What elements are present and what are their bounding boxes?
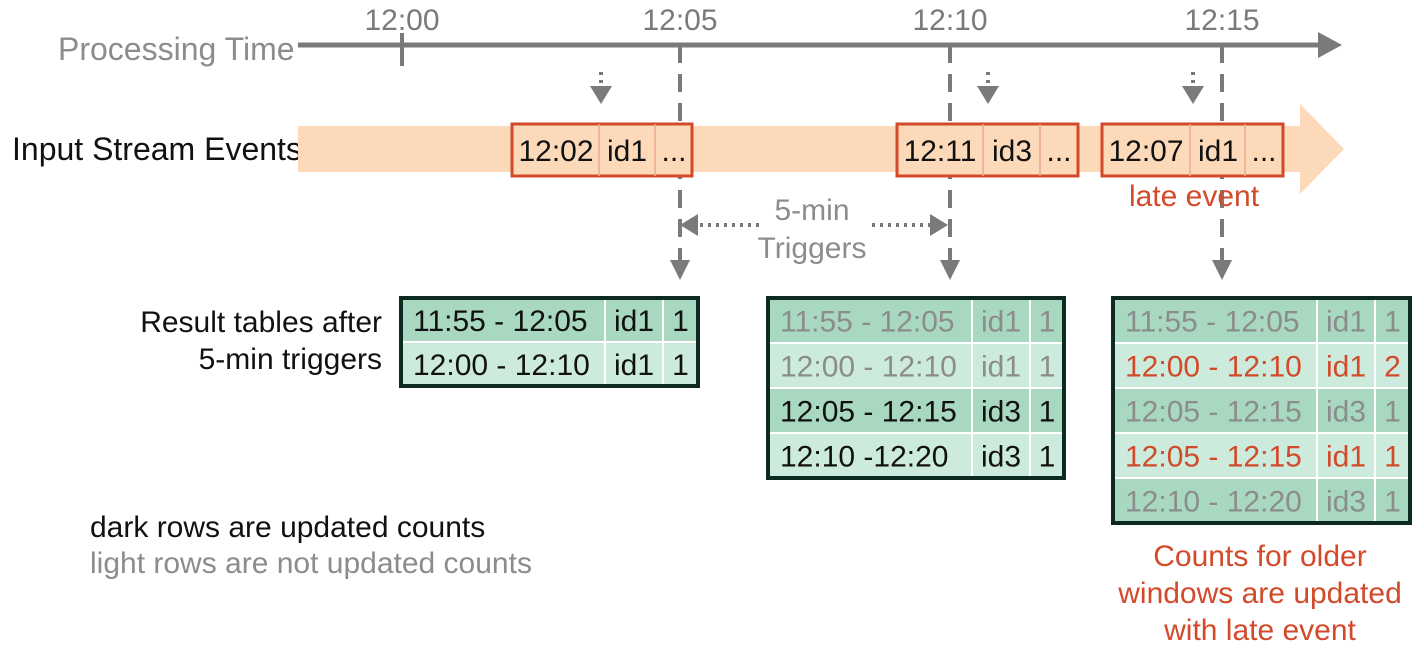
event-3-id: id1 [1198,135,1238,168]
tick-label-1205: 12:05 [642,4,717,37]
result-tables-label-line2: 5-min triggers [199,343,382,376]
tick-label-1200: 12:00 [364,4,439,37]
cell-window: 12:05 - 12:15 [1125,441,1302,474]
event-1-time: 12:02 [518,135,593,168]
late-event-label: late event [1129,180,1260,213]
event-3-more: ... [1251,135,1276,168]
event-2-time: 12:11 [904,135,977,168]
cell-id: id3 [1326,396,1366,429]
table-row: 12:10 - 12:20 id3 1 [1113,477,1410,523]
legend-light-rows: light rows are not updated counts [90,547,532,580]
cell-id: id3 [981,441,1021,474]
cell-count: 1 [1384,396,1401,429]
cell-id: id3 [1326,486,1366,519]
cell-count: 1 [1039,396,1056,429]
cell-count: 1 [1039,351,1056,384]
event-box-2: 12:11 id3 ... [895,122,1080,178]
cell-id: id1 [1326,441,1366,474]
event-2-more: ... [1046,135,1071,168]
cell-window: 12:00 - 12:10 [413,349,590,382]
table-row: 11:55 - 12:05 id1 1 [768,298,1064,343]
note-line2: windows are updated [1117,577,1402,610]
cell-window: 11:55 - 12:05 [413,305,588,338]
tick-label-1210: 12:10 [912,4,987,37]
cell-id: id1 [614,305,654,338]
cell-count: 2 [1384,351,1401,384]
result-tables: 11:55 - 12:05 id1 112:00 - 12:10 id1 111:55 … [399,296,1412,525]
table-row: 12:05 - 12:15 id1 1 [1113,432,1410,478]
table-row: 11:55 - 12:05 id1 1 [1113,298,1410,343]
arrival-arrowhead-3 [1182,86,1204,104]
arrival-arrows [590,72,1204,104]
cell-window: 12:05 - 12:15 [1125,396,1302,429]
arrival-arrowhead-1 [590,86,612,104]
trigger-span: 5-min Triggers [680,194,948,265]
cell-id: id1 [981,306,1021,339]
cell-id: id1 [614,349,654,382]
input-stream-label: Input Stream Events [12,131,302,167]
note-line3: with late event [1163,614,1356,647]
cell-count: 1 [1384,441,1401,474]
trigger-arrowhead-1210 [940,260,960,280]
cell-window: 12:05 - 12:15 [780,396,957,429]
cell-window: 11:55 - 12:05 [1125,306,1300,339]
trigger-span-left-arrowhead [680,214,698,236]
table-row: 12:05 - 12:15 id3 1 [768,387,1064,433]
table-row: 11:55 - 12:05 id1 1 [401,298,698,342]
table-row: 12:00 - 12:10 id1 2 [1113,342,1410,388]
cell-window: 12:00 - 12:10 [1125,351,1302,384]
cell-window: 11:55 - 12:05 [780,306,955,339]
cell-count: 1 [672,305,689,338]
arrival-arrowhead-2 [977,86,999,104]
event-2-id: id3 [992,135,1032,168]
cell-count: 1 [1384,486,1401,519]
cell-count: 1 [1039,441,1056,474]
result-table-2: 11:55 - 12:05 id1 112:00 - 12:10 id1 112:05 … [766,296,1066,480]
cell-id: id3 [981,396,1021,429]
event-box-3: 12:07 id1 ... [1100,122,1285,178]
table-row: 12:00 - 12:10 id1 1 [401,341,698,386]
result-table-1: 11:55 - 12:05 id1 1 12:00 - 12:10 id1 1 [399,296,700,388]
event-1-more: ... [661,135,686,168]
result-table-3: 11:55 - 12:05 id1 112:00 - 12:10 id1 212:05 … [1111,296,1412,525]
cell-count: 1 [672,349,689,382]
trigger-span-right-arrowhead [930,214,948,236]
cell-count: 1 [1384,306,1401,339]
table-row: 12:05 - 12:15 id3 1 [1113,387,1410,433]
result-tables-label-line1: Result tables after [140,306,382,339]
cell-window: 12:00 - 12:10 [780,351,957,384]
cell-id: id1 [981,351,1021,384]
table-row: 12:00 - 12:10 id1 1 [768,342,1064,388]
cell-id: id1 [1326,306,1366,339]
legend-dark-rows: dark rows are updated counts [90,511,485,544]
trigger-arrowhead-1205 [670,260,690,280]
tick-label-1215: 12:15 [1184,4,1259,37]
note-line1: Counts for older [1153,540,1366,573]
processing-time-label: Processing Time [58,31,295,67]
trigger-lines [670,45,1232,280]
event-1-id: id1 [607,135,647,168]
trigger-arrowhead-1215 [1212,260,1232,280]
cell-id: id1 [1326,351,1366,384]
cell-window: 12:10 -12:20 [780,441,948,474]
trigger-label-line1: 5-min [774,194,849,227]
table-row: 12:10 -12:20 id3 1 [768,432,1064,478]
processing-time-axis: Processing Time 12:00 12:05 12:10 12:15 [58,4,1342,67]
event-3-time: 12:07 [1108,135,1183,168]
event-box-1: 12:02 id1 ... [510,122,694,178]
time-axis-arrowhead [1318,32,1342,58]
cell-window: 12:10 - 12:20 [1125,486,1302,519]
cell-count: 1 [1039,306,1056,339]
trigger-label-line2: Triggers [758,232,867,265]
